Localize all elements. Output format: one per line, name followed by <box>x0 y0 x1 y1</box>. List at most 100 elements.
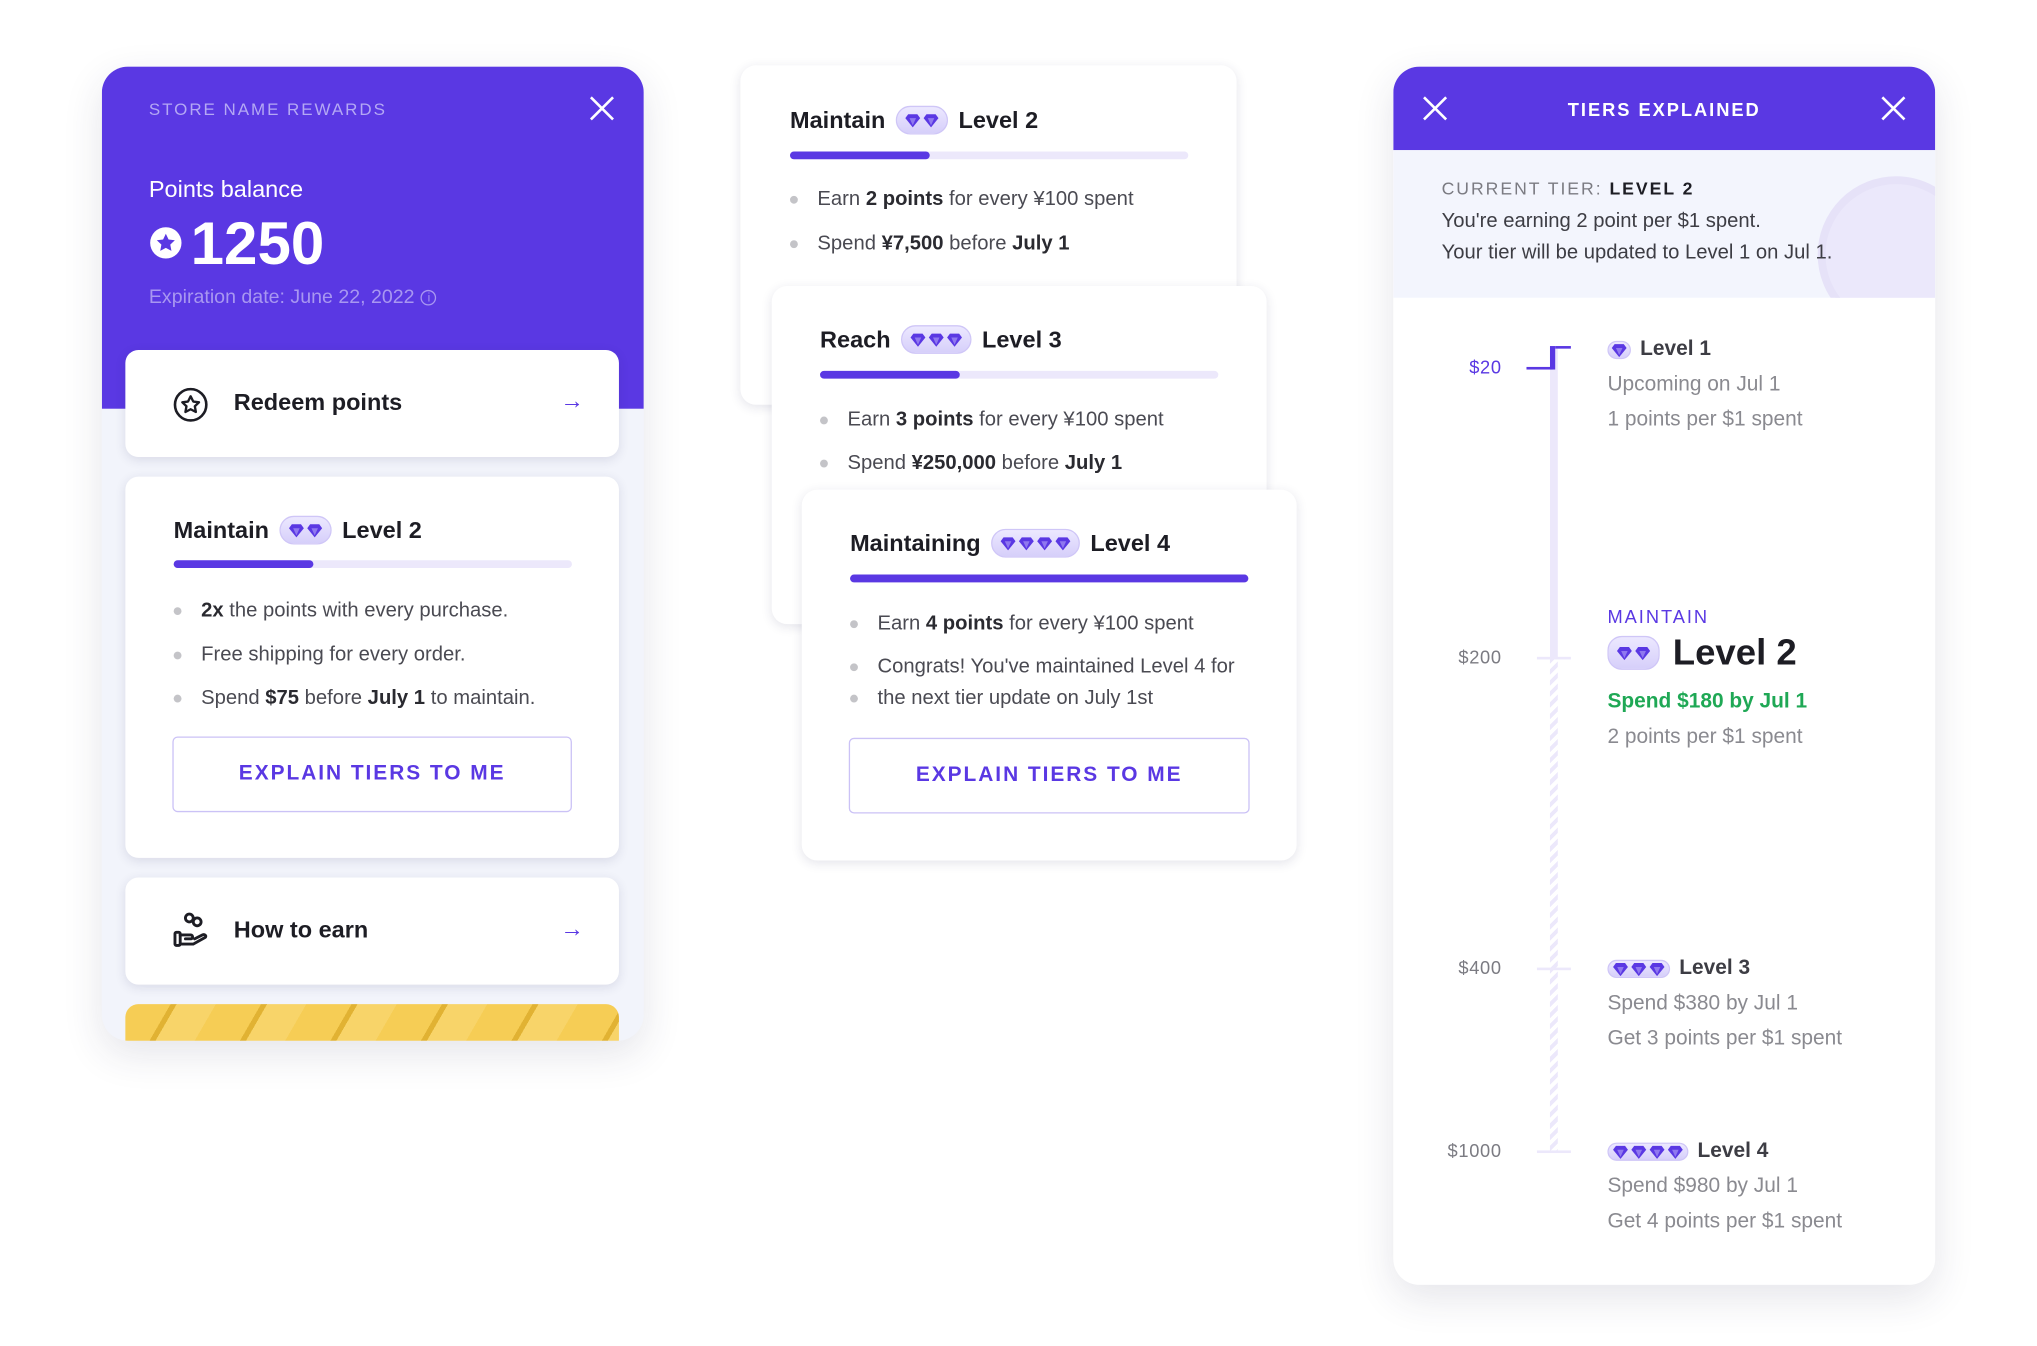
tier-name: Level 1 <box>1640 338 1711 361</box>
tiers-header <box>1393 66 1936 151</box>
info-icon[interactable]: i <box>421 289 437 305</box>
text: Spend <box>817 232 882 255</box>
redeem-points-button[interactable]: Redeem points → <box>125 349 619 458</box>
text: for every ¥100 spent <box>1003 612 1194 635</box>
tier-detail: Get 4 points per $1 spent <box>1607 1210 1843 1233</box>
diamond-icon <box>1616 646 1632 660</box>
timeline-amount: $1000 <box>1447 1139 1502 1161</box>
close-icon[interactable] <box>589 95 615 121</box>
diamond-icon <box>1000 536 1016 550</box>
text: to maintain. <box>425 686 536 710</box>
diamond-icon <box>1037 536 1053 550</box>
bold-text: 2x <box>201 599 224 622</box>
points-balance-label: Points balance <box>148 176 304 203</box>
tier-level-3: Level 3 Spend $380 by Jul 1 Get 3 points… <box>1607 957 1842 1050</box>
tier-name: Level 4 <box>1697 1139 1769 1163</box>
diamond-icon <box>1667 1145 1683 1159</box>
diamond-icon <box>1635 646 1651 660</box>
text: Spend <box>201 686 266 710</box>
star-coin-icon <box>150 227 182 259</box>
timeline-tick <box>1536 656 1571 660</box>
list-item: 2x the points with every purchase. <box>173 595 508 626</box>
how-to-earn-button[interactable]: How to earn → <box>125 877 619 985</box>
tier-detail: Get 3 points per $1 spent <box>1607 1027 1843 1050</box>
bold-text: July 1 <box>367 686 426 710</box>
tier-progress-bar <box>850 574 1249 583</box>
current-tier-value: LEVEL 2 <box>1609 178 1695 199</box>
bold-text: July 1 <box>1012 232 1070 255</box>
tier-progress-fill <box>820 370 960 379</box>
tier-prefix: Maintain <box>790 106 886 133</box>
bold-text: 2 points <box>865 188 944 211</box>
gem-badge <box>1607 1142 1689 1161</box>
text: before <box>996 451 1065 475</box>
diamond-icon <box>1631 962 1647 976</box>
list-item: Congrats! You've maintained Level 4 for <box>850 652 1235 683</box>
tier-detail: 1 points per $1 spent <box>1607 408 1803 431</box>
tier-level-1: Level 1 Upcoming on Jul 1 1 points per $… <box>1607 338 1803 431</box>
tier-prefix: Reach <box>820 325 891 352</box>
gem-watermark-icon <box>1817 176 1936 298</box>
gem-badge <box>1607 340 1631 360</box>
bold-text: 4 points <box>925 612 1004 635</box>
diamond-icon <box>947 332 963 347</box>
diamond-icon <box>288 523 304 537</box>
tiers-title: TIERS EXPLAINED <box>1567 99 1761 121</box>
timeline-tick <box>1555 346 1571 349</box>
text: Earn <box>817 188 866 211</box>
maintain-tag: MAINTAIN <box>1607 605 1710 627</box>
tier-level: Level 4 <box>1090 529 1171 556</box>
text: the next tier update on July 1st <box>877 686 1154 710</box>
explain-tiers-button[interactable]: EXPLAIN TIERS TO ME <box>848 737 1250 814</box>
tier-prefix: Maintaining <box>850 529 981 556</box>
diamond-icon <box>905 113 921 127</box>
tier-progress-fill <box>850 574 1249 583</box>
tier-detail: Upcoming on Jul 1 <box>1607 373 1781 396</box>
tier-detail: Spend $980 by Jul 1 <box>1607 1175 1798 1198</box>
list-item: Spend $75 before July 1 to maintain. <box>173 683 536 714</box>
tiers-explained-panel: TIERS EXPLAINED CURRENT TIER: LEVEL 2 Yo… <box>1393 66 1936 1285</box>
hand-coins-icon <box>173 912 208 947</box>
text: Congrats! You've maintained Level 4 for <box>877 655 1235 678</box>
diamond-icon <box>1055 536 1071 550</box>
timeline-amount: $200 <box>1458 646 1502 668</box>
diamond-icon <box>307 523 323 537</box>
text: Free shipping for every order. <box>201 643 466 666</box>
tier-progress-fill <box>790 151 930 160</box>
list-item: Earn 2 points for every ¥100 spent <box>790 184 1134 215</box>
tier-detail: 2 points per $1 spent <box>1607 726 1803 749</box>
tier-level: Level 3 <box>982 325 1062 352</box>
tier-name: Level 3 <box>1679 957 1751 980</box>
rewards-panel: STORE NAME REWARDS Points balance 1250 E… <box>101 66 644 1041</box>
timeline-amount: $20 <box>1469 356 1502 378</box>
list-item: Free shipping for every order. <box>173 640 466 671</box>
tier-card: Maintain Level 2 2x the points with every… <box>125 476 619 858</box>
bold-text: ¥250,000 <box>911 451 997 475</box>
text: for every ¥100 spent <box>973 408 1164 431</box>
bold-text: $75 <box>265 686 300 710</box>
close-icon[interactable] <box>1880 95 1906 121</box>
redeem-points-label: Redeem points <box>233 389 403 416</box>
text: Earn <box>877 612 926 635</box>
explain-tiers-button[interactable]: EXPLAIN TIERS TO ME <box>172 736 572 813</box>
arrow-right-icon: → <box>560 387 584 414</box>
timeline-track-future <box>1549 658 1558 1152</box>
tier-spend-target: Spend $180 by Jul 1 <box>1607 690 1808 713</box>
timeline-track <box>1549 348 1558 659</box>
gem-badge <box>1607 635 1660 670</box>
current-tier-line: You're earning 2 point per $1 spent. <box>1441 210 1761 233</box>
current-tier-line: Your tier will be updated to Level 1 on … <box>1441 241 1833 264</box>
list-item: Spend ¥7,500 before July 1 <box>790 229 1070 260</box>
points-balance: 1250 <box>149 210 324 276</box>
diamond-icon <box>928 332 944 347</box>
diamond-icon <box>1649 1145 1665 1159</box>
gem-badge <box>901 325 972 354</box>
promo-image[interactable] <box>125 1004 619 1041</box>
diamond-icon <box>1018 536 1034 550</box>
text: for every ¥100 spent <box>943 188 1134 211</box>
current-tier-label: CURRENT TIER: <box>1441 178 1603 199</box>
bold-text: 3 points <box>895 408 974 431</box>
list-item: Earn 4 points for every ¥100 spent <box>850 609 1194 640</box>
diamond-icon <box>1613 962 1628 976</box>
tier-progress-bar <box>790 151 1189 160</box>
